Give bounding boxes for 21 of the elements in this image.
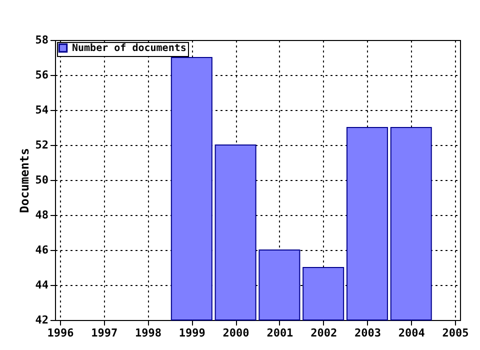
y-tick-label: 58 (35, 34, 48, 46)
x-tick-label: 1999 (178, 326, 206, 340)
x-tick-label: 2002 (310, 326, 338, 340)
x-tick-label: 2000 (222, 326, 250, 340)
y-axis-title: Documents (17, 148, 32, 214)
y-tick-label: 42 (35, 314, 48, 326)
legend-label: Number of documents (72, 43, 186, 54)
y-tick-label: 52 (35, 138, 48, 152)
y-tick-label: 44 (35, 278, 49, 292)
y-tick-label: 54 (35, 104, 49, 116)
y-tick-label: 46 (35, 244, 49, 256)
y-tick-label: 50 (35, 174, 48, 186)
y-tick-label: 56 (35, 68, 49, 82)
x-tick-label: 2003 (354, 326, 381, 340)
x-tick-label: 1996 (47, 326, 74, 340)
x-tick-label: 2001 (266, 326, 294, 340)
x-tick-label: 1997 (91, 326, 118, 340)
y-tick-label: 48 (35, 208, 48, 222)
x-tick-label: 2005 (442, 326, 469, 340)
x-tick-label: 1998 (135, 326, 162, 340)
x-tick-label: 2004 (398, 326, 426, 340)
